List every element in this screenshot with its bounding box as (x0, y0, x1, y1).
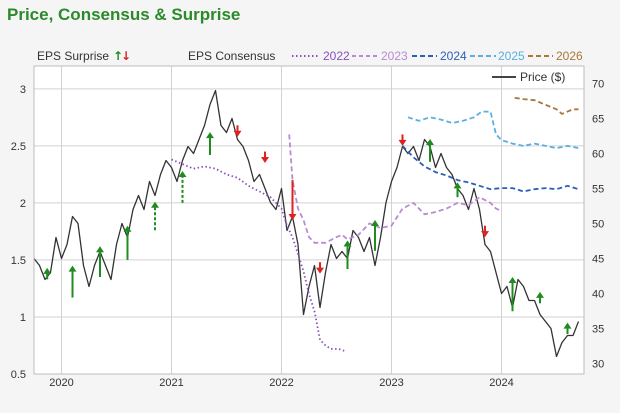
series-line-2023 (288, 134, 502, 244)
surprise-arrow-head (453, 182, 462, 189)
surprise-up-arrow (343, 240, 352, 270)
legend-item-price: Price ($) (520, 70, 565, 84)
surprise-up-arrow (178, 170, 187, 203)
chart-title: Price, Consensus & Surprise (7, 5, 241, 24)
series-line-2026 (514, 97, 579, 115)
right-tick-label: 40 (592, 289, 604, 301)
surprise-arrow-head (536, 291, 544, 298)
legend-consensus-label: EPS Consensus (188, 49, 275, 63)
right-tick-label: 50 (592, 219, 604, 231)
surprise-up-arrow (151, 201, 159, 231)
surprise-arrow-head (426, 139, 434, 146)
surprise-up-arrow (123, 225, 132, 260)
surprise-arrow-head (343, 240, 352, 247)
surprise-arrow-head (43, 267, 52, 274)
surprise-arrows (43, 125, 572, 335)
surprise-up-arrow (68, 265, 77, 298)
legend-item-2023: 2023 (381, 49, 408, 63)
legend-surprise-label: EPS Surprise (37, 49, 109, 63)
plot-frame (33, 65, 585, 375)
left-tick-label: 1 (20, 312, 26, 324)
surprise-arrow-head (96, 246, 104, 253)
x-tick-label: 2023 (379, 377, 403, 389)
left-tick-label: 2.5 (11, 141, 26, 153)
left-tick-label: 1.5 (11, 255, 26, 267)
surprise-arrow-head (123, 225, 132, 232)
surprise-up-arrow (508, 277, 517, 312)
surprise-arrow-head (371, 220, 379, 226)
legend-down-arrow-icon: ↓ (121, 49, 131, 63)
surprise-arrow-head (563, 322, 572, 329)
surprise-down-arrow (233, 125, 242, 137)
left-axis-ticks: 0.5 1 1.5 2 2.5 3 (11, 84, 26, 381)
right-tick-label: 45 (592, 254, 604, 266)
right-axis-ticks: 30 35 40 45 50 55 60 65 70 (592, 79, 604, 371)
left-tick-label: 3 (20, 84, 26, 96)
right-tick-label: 65 (592, 114, 604, 126)
right-tick-label: 60 (592, 149, 604, 161)
surprise-arrow-head (151, 201, 159, 208)
surprise-up-arrow (453, 182, 462, 198)
surprise-arrow-head (206, 132, 214, 139)
legend: EPS Surprise ↑ ↓ EPS Consensus 2022 2023… (37, 49, 583, 84)
surprise-arrow-head (481, 231, 489, 238)
surprise-down-arrow (481, 225, 489, 238)
surprise-up-arrow (371, 220, 379, 251)
surprise-arrow-head (178, 170, 187, 177)
surprise-up-arrow (96, 246, 104, 278)
left-tick-label: 2 (20, 198, 26, 210)
x-axis-ticks: 2020 2021 2022 2023 2024 (49, 377, 513, 389)
surprise-down-arrow (288, 180, 297, 220)
right-tick-label: 55 (592, 184, 604, 196)
surprise-arrow-head (261, 156, 269, 163)
surprise-down-arrow (261, 151, 269, 163)
legend-item-2025: 2025 (498, 49, 525, 63)
series-line-2024 (401, 145, 579, 193)
surprise-arrow-head (288, 214, 297, 220)
surprise-up-arrow (43, 267, 52, 280)
surprise-up-arrow (206, 132, 214, 155)
surprise-arrow-head (508, 277, 517, 284)
right-tick-label: 30 (592, 359, 604, 371)
legend-item-2024: 2024 (440, 49, 467, 63)
series-line-2022 (171, 158, 346, 353)
surprise-arrow-head (233, 130, 242, 137)
series-line-2025 (407, 110, 579, 150)
x-tick-label: 2021 (159, 377, 183, 389)
legend-item-2026: 2026 (556, 49, 583, 63)
surprise-arrow-head (68, 265, 77, 272)
legend-item-2022: 2022 (323, 49, 350, 63)
surprise-arrow-head (398, 139, 407, 146)
surprise-up-arrow (426, 139, 434, 162)
surprise-up-arrow (536, 291, 544, 304)
surprise-arrow-head (316, 267, 324, 274)
surprise-up-arrow (563, 322, 572, 335)
x-tick-label: 2022 (269, 377, 293, 389)
left-tick-label: 0.5 (11, 369, 26, 381)
x-tick-label: 2020 (49, 377, 73, 389)
x-tick-label: 2024 (489, 377, 513, 389)
right-tick-label: 35 (592, 324, 604, 336)
surprise-down-arrow (316, 262, 324, 274)
right-tick-label: 70 (592, 79, 604, 91)
surprise-down-arrow (398, 134, 407, 146)
legend-up-arrow-icon: ↑ (113, 49, 123, 63)
